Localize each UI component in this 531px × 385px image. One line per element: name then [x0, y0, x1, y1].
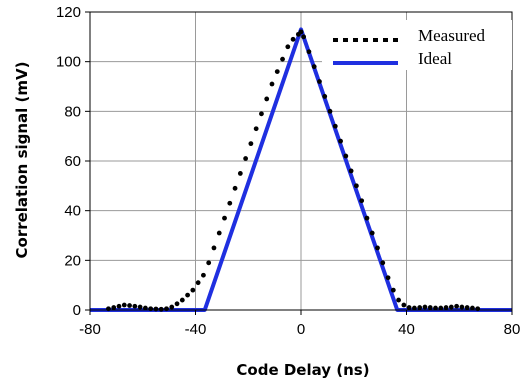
series-measured-point — [332, 123, 338, 129]
y-tick-label: 80 — [64, 103, 81, 120]
series-measured-point — [269, 81, 275, 87]
series-measured-point — [327, 108, 333, 114]
series-measured-point — [375, 245, 380, 251]
series-measured-point — [322, 94, 328, 99]
series-measured-point — [353, 183, 359, 189]
series-measured-point — [153, 306, 159, 312]
series-measured-point — [132, 303, 138, 309]
series-measured-point — [438, 305, 444, 311]
series-measured-point — [195, 280, 201, 286]
series-measured-point — [359, 198, 365, 204]
series-measured-point — [274, 69, 280, 74]
series-measured-point — [222, 215, 227, 221]
series-measured-point — [285, 44, 291, 50]
series-measured-point — [127, 303, 132, 308]
series-measured-point — [401, 302, 407, 308]
series-measured-point — [448, 304, 454, 310]
series-measured-point — [174, 301, 180, 307]
series-measured-point — [158, 306, 164, 312]
series-measured-point — [290, 36, 296, 42]
series-measured-point — [417, 305, 423, 310]
series-measured-point — [443, 305, 449, 310]
series-measured-point — [412, 305, 417, 311]
y-tick-label: 20 — [64, 252, 81, 269]
y-tick-label: 120 — [56, 4, 81, 21]
series-measured-point — [211, 245, 217, 251]
series-measured-point — [142, 305, 148, 311]
series-measured-point — [459, 304, 465, 310]
series-measured-point — [248, 141, 254, 147]
y-tick-label: 60 — [64, 153, 81, 170]
series-measured-point — [396, 297, 401, 303]
series-measured-point — [185, 292, 190, 298]
series-measured-point — [264, 96, 270, 102]
series-measured-point — [338, 138, 343, 144]
series-measured-point — [137, 304, 143, 310]
series-measured-point — [317, 79, 322, 84]
series-measured-point — [243, 156, 249, 161]
series-measured-point — [348, 168, 354, 174]
series-measured-point — [364, 215, 370, 221]
y-tick-label: 40 — [64, 203, 81, 220]
series-measured-point — [116, 303, 122, 309]
series-measured-point — [169, 304, 175, 310]
series-measured-point — [306, 49, 312, 55]
legend-label-measured: Measured — [418, 26, 486, 45]
series-measured-point — [237, 171, 243, 176]
y-tick-label: 0 — [73, 302, 81, 319]
series-measured-point — [232, 185, 238, 191]
series-measured-point — [253, 126, 259, 132]
series-measured-point — [298, 29, 304, 35]
x-tick-label: -80 — [79, 321, 101, 338]
series-measured-point — [190, 287, 196, 293]
series-measured-point — [390, 287, 396, 293]
series-measured-point — [311, 64, 317, 70]
series-measured-point — [369, 230, 375, 236]
series-measured-point — [201, 272, 206, 278]
y-tick-label: 100 — [56, 54, 81, 71]
x-tick-label: 80 — [504, 321, 521, 338]
x-tick-label: 0 — [297, 321, 305, 338]
series-measured-point — [380, 260, 386, 266]
x-axis-title: Code Delay (ns) — [236, 361, 369, 379]
series-measured-point — [433, 305, 438, 311]
legend-label-ideal: Ideal — [418, 49, 452, 68]
series-measured-point — [470, 305, 475, 311]
y-axis-title: Correlation signal (mV) — [13, 62, 31, 259]
series-measured-point — [259, 111, 264, 117]
x-tick-label: 40 — [398, 321, 415, 338]
series-measured-point — [406, 305, 412, 310]
series-measured-point — [427, 305, 433, 310]
x-tick-label: -40 — [185, 321, 207, 338]
series-measured-point — [111, 305, 117, 310]
axis-ticks: 0 20 40 60 80 100 120 -80 -40 0 40 80 — [56, 4, 520, 338]
series-measured-point — [422, 304, 428, 310]
series-measured-point — [121, 302, 127, 308]
series-measured-point — [179, 297, 185, 303]
series-measured-point — [206, 260, 212, 266]
series-measured-point — [227, 200, 233, 206]
series-measured-point — [301, 34, 307, 40]
series-measured-point — [385, 275, 391, 281]
legend: Measured Ideal — [322, 20, 512, 70]
series-measured-point — [454, 303, 460, 309]
series-measured-point — [216, 230, 222, 236]
series-measured-point — [343, 153, 349, 159]
series-measured-point — [464, 305, 470, 310]
series-measured-point — [280, 56, 285, 62]
